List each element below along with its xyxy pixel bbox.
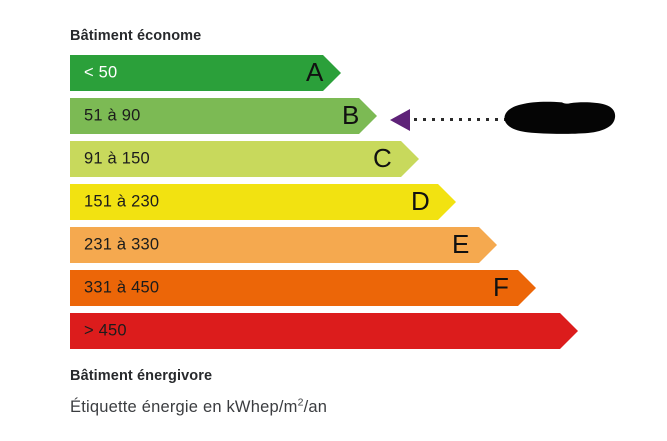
energy-class-range-label: 331 à 450 (84, 278, 160, 297)
energy-class-row: 151 à 230 D (70, 184, 610, 220)
energy-class-row: 231 à 330 E (70, 227, 610, 263)
energy-class-row: 51 à 90 B (70, 98, 610, 134)
energy-class-bar-b: 51 à 90 B (70, 98, 377, 134)
economical-building-caption: Bâtiment économe (70, 28, 202, 44)
energy-class-row: 331 à 450 F (70, 270, 610, 306)
energy-class-letter-d: D (411, 186, 430, 217)
dotted-leader-line (414, 118, 506, 121)
energy-class-letter-c: C (373, 143, 392, 174)
energy-class-range-label: 91 à 150 (84, 149, 150, 168)
energy-class-letter-b: B (342, 100, 360, 131)
energy-class-scale: < 50 A 51 à 90 B 91 à 150 C 151 à 230 D 231 à 33… (70, 55, 610, 356)
unit-caption-suffix: /an (303, 398, 328, 416)
energy-class-letter-e: E (452, 229, 470, 260)
left-triangle-pointer-icon (390, 109, 410, 131)
energy-class-bar-d: 151 à 230 D (70, 184, 456, 220)
unit-caption-exponent: 2 (297, 396, 304, 409)
energy-class-letter-f: F (493, 272, 509, 303)
energy-class-range-label: 51 à 90 (84, 106, 141, 125)
energy-class-marker (390, 105, 515, 135)
unit-caption-prefix: Étiquette énergie en kWhep/m (70, 398, 298, 416)
energy-class-bar-f: 331 à 450 F (70, 270, 536, 306)
energy-class-bar-g: > 450 (70, 313, 578, 349)
energy-class-row: 91 à 150 C (70, 141, 610, 177)
energy-class-range-label: > 450 (84, 321, 127, 340)
unit-caption: Étiquette énergie en kWhep/m2/an (70, 396, 328, 417)
energy-class-row: < 50 A (70, 55, 610, 91)
black-redaction-blob (504, 101, 616, 134)
energy-class-row: > 450 (70, 313, 610, 349)
energy-class-range-label: < 50 (84, 63, 118, 82)
energy-class-range-label: 231 à 330 (84, 235, 160, 254)
energy-class-bar-c: 91 à 150 C (70, 141, 419, 177)
energy-class-bar-e: 231 à 330 E (70, 227, 497, 263)
energy-class-range-label: 151 à 230 (84, 192, 160, 211)
energy-class-bar-a: < 50 A (70, 55, 341, 91)
energy-class-letter-a: A (306, 57, 324, 88)
energy-guzzling-building-caption: Bâtiment énergivore (70, 368, 213, 384)
